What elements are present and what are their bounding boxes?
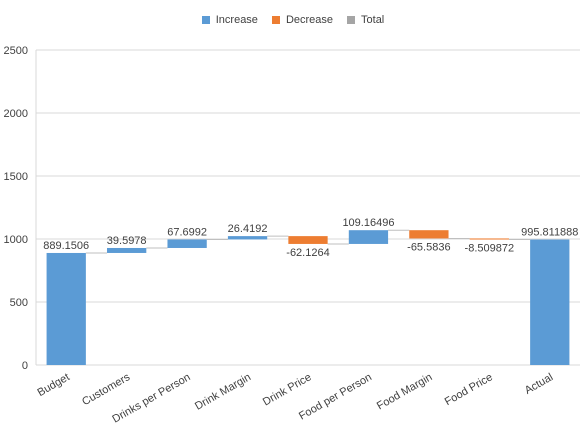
bar-actual: [530, 239, 570, 365]
bar-customers: [107, 247, 147, 253]
category-label: Food Price: [443, 371, 495, 408]
legend-swatch-decrease: [271, 16, 280, 24]
bar-food-per-person: [348, 230, 389, 244]
category-label: Food Margin: [375, 371, 434, 412]
data-label: 889.1506: [43, 240, 89, 252]
category-label: Drink Margin: [193, 371, 253, 413]
data-label: -65.5836: [407, 241, 450, 253]
data-label: 67.6992: [167, 226, 207, 238]
legend-label-total: Total: [361, 14, 385, 26]
category-label: Drink Price: [261, 371, 314, 408]
data-label: 39.5978: [107, 235, 147, 247]
y-tick-label: 500: [10, 297, 28, 309]
data-label: -62.1264: [286, 247, 329, 259]
category-label: Budget: [36, 371, 72, 399]
data-label: 995.811888: [521, 227, 578, 239]
data-label: 26.4192: [228, 223, 268, 235]
bar-drink-price: [288, 236, 328, 244]
bar-food-margin: [409, 230, 449, 239]
category-label: Customers: [80, 371, 132, 408]
data-label: 109.16496: [342, 217, 394, 229]
bar-budget: [46, 252, 86, 365]
legend-item-decrease: Decrease: [271, 14, 334, 26]
legend-item-total: Total: [347, 14, 384, 26]
y-tick-label: 1000: [4, 234, 28, 246]
bar-drink-margin: [227, 236, 268, 240]
legend-swatch-total: [347, 16, 356, 24]
legend-label-increase: Increase: [215, 14, 258, 26]
legend-item-increase: Increase: [201, 14, 258, 26]
category-label: Actual: [523, 371, 555, 397]
y-tick-label: 0: [22, 360, 28, 372]
y-tick-label: 1500: [4, 171, 28, 183]
legend-label-decrease: Decrease: [285, 14, 334, 26]
y-tick-label: 2000: [4, 108, 28, 120]
legend-swatch-increase: [201, 16, 210, 24]
bar-drinks-per-person: [167, 239, 207, 248]
chart-legend: Increase Decrease Total: [0, 14, 586, 26]
bar-food-price: [469, 238, 509, 240]
y-tick-label: 2500: [4, 45, 28, 57]
data-label: -8.509872: [465, 243, 515, 255]
